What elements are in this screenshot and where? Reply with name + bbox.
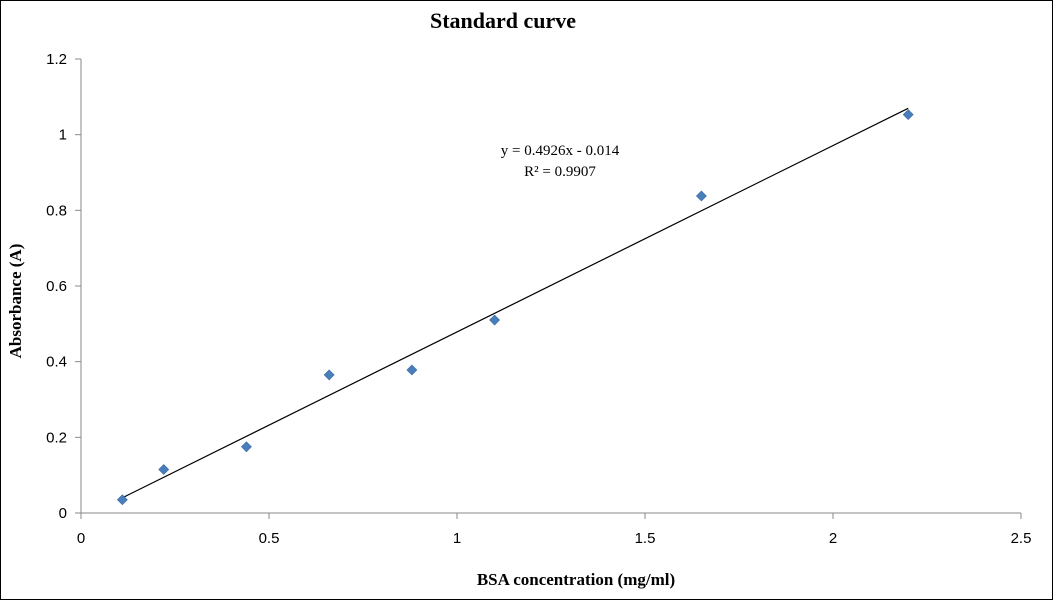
x-tick-label: 2 [829, 530, 837, 547]
r-squared-label: R² = 0.9907 [524, 164, 596, 180]
y-tick-label: 0.2 [46, 429, 67, 446]
data-point [406, 364, 418, 376]
trendline-equation: y = 0.4926x - 0.014 [501, 143, 620, 159]
chart-title: Standard curve [430, 8, 576, 33]
trendline [122, 107, 909, 499]
data-point [323, 369, 335, 381]
x-tick-label: 1.5 [635, 530, 656, 547]
x-tick-label: 2.5 [1011, 530, 1032, 547]
x-tick-label: 1 [453, 530, 461, 547]
data-point [695, 190, 707, 202]
y-tick-label: 1 [59, 127, 67, 144]
data-point [158, 464, 170, 475]
data-point [902, 109, 914, 121]
data-point [489, 314, 501, 326]
y-axis-title: Absorbance (A) [6, 244, 25, 359]
x-tick-label: 0.5 [259, 530, 280, 547]
y-tick-label: 0.4 [46, 354, 67, 371]
axes: 0 0.2 0.4 0.6 0.8 1 1.2 0 0.5 1 1.5 2 2.5 [46, 51, 1031, 547]
x-axis-title: BSA concentration (mg/ml) [477, 570, 675, 589]
y-tick-label: 0.8 [46, 202, 67, 219]
data-point [241, 441, 252, 453]
x-tick-label: 0 [77, 530, 85, 547]
trendline-group [122, 107, 909, 499]
data-points [116, 109, 914, 506]
y-tick-label: 0.6 [46, 278, 67, 295]
y-tick-label: 1.2 [46, 51, 67, 68]
y-tick-label: 0 [59, 505, 67, 522]
data-point [116, 494, 128, 506]
